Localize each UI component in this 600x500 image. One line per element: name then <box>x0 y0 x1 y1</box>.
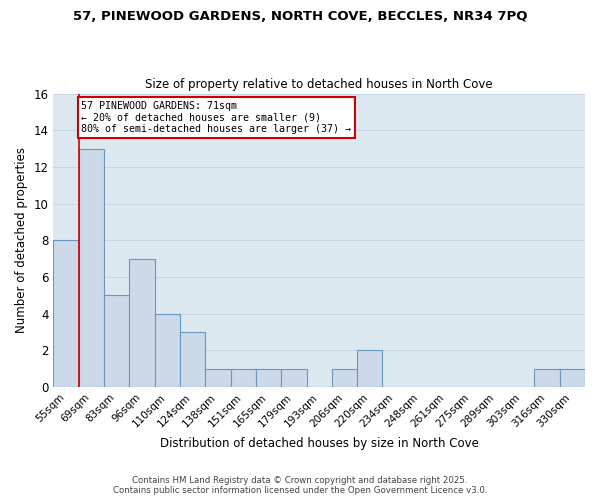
Bar <box>205 368 230 387</box>
Bar <box>332 368 357 387</box>
Bar <box>230 368 256 387</box>
X-axis label: Distribution of detached houses by size in North Cove: Distribution of detached houses by size … <box>160 437 479 450</box>
Text: 57 PINEWOOD GARDENS: 71sqm
← 20% of detached houses are smaller (9)
80% of semi-: 57 PINEWOOD GARDENS: 71sqm ← 20% of deta… <box>81 101 351 134</box>
Bar <box>535 368 560 387</box>
Bar <box>357 350 382 387</box>
Text: Contains HM Land Registry data © Crown copyright and database right 2025.
Contai: Contains HM Land Registry data © Crown c… <box>113 476 487 495</box>
Bar <box>104 296 130 387</box>
Bar <box>53 240 79 387</box>
Bar <box>560 368 585 387</box>
Text: 57, PINEWOOD GARDENS, NORTH COVE, BECCLES, NR34 7PQ: 57, PINEWOOD GARDENS, NORTH COVE, BECCLE… <box>73 10 527 23</box>
Bar <box>130 258 155 387</box>
Title: Size of property relative to detached houses in North Cove: Size of property relative to detached ho… <box>145 78 493 91</box>
Bar <box>281 368 307 387</box>
Bar <box>155 314 180 387</box>
Bar <box>79 148 104 387</box>
Y-axis label: Number of detached properties: Number of detached properties <box>15 148 28 334</box>
Bar <box>256 368 281 387</box>
Bar <box>180 332 205 387</box>
